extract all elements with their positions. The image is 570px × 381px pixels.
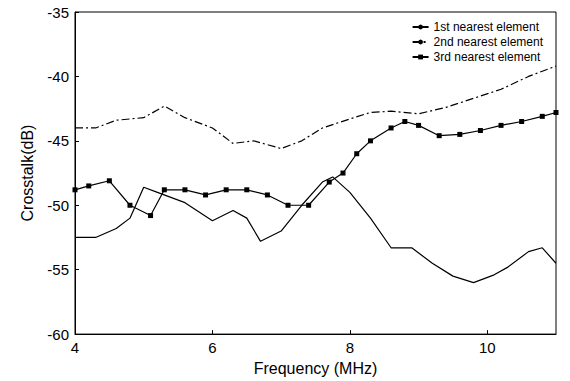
svg-text:-55: -55 — [47, 261, 69, 278]
svg-text:-35: -35 — [47, 4, 69, 21]
svg-text:-40: -40 — [47, 68, 69, 85]
svg-text:-60: -60 — [47, 326, 69, 343]
svg-text:8: 8 — [346, 339, 354, 356]
svg-text:2nd nearest element: 2nd nearest element — [434, 35, 544, 49]
svg-text:Frequency (MHz): Frequency (MHz) — [254, 360, 378, 377]
svg-text:-45: -45 — [47, 132, 69, 149]
svg-text:6: 6 — [208, 339, 216, 356]
svg-text:Crosstalk(dB): Crosstalk(dB) — [19, 125, 36, 222]
svg-text:1st nearest element: 1st nearest element — [434, 20, 540, 34]
svg-text:10: 10 — [479, 339, 496, 356]
svg-text:-50: -50 — [47, 197, 69, 214]
svg-text:4: 4 — [71, 339, 79, 356]
svg-text:3rd nearest element: 3rd nearest element — [434, 50, 541, 64]
